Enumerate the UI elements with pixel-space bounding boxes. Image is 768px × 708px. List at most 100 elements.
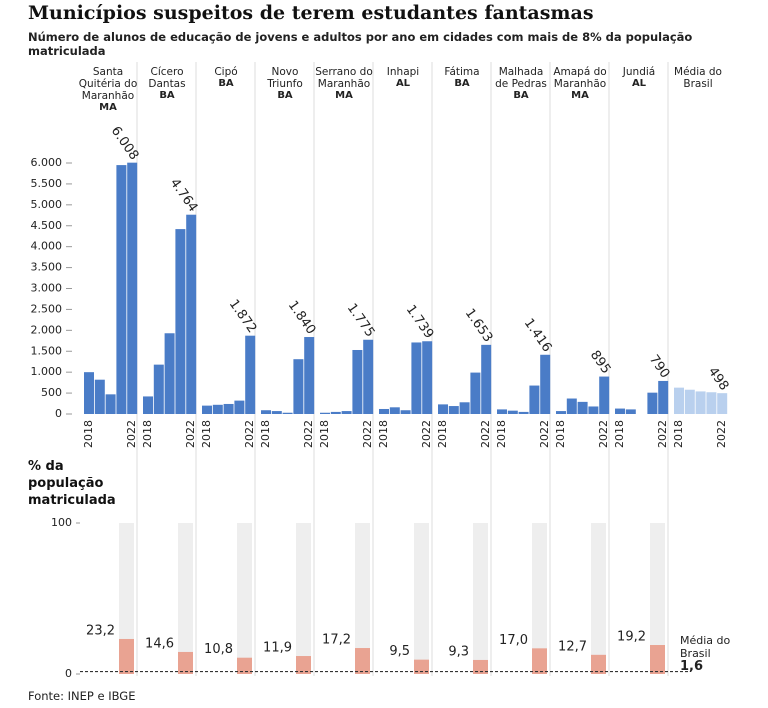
bar [518, 411, 529, 414]
y-tick-label: 100 [51, 516, 72, 529]
panel-header: Fátima BA [432, 66, 492, 90]
value-label: 11,9 [263, 641, 292, 656]
panel-header: Média do Brasil [668, 66, 728, 90]
value-label: 17,2 [322, 633, 351, 648]
value-label: 1.416 [521, 316, 555, 355]
panel-state: AL [395, 78, 411, 89]
x-tick-label: 2018 [495, 420, 508, 448]
panel-state: BA [454, 78, 470, 89]
value-label: 19,2 [617, 630, 646, 645]
y-axis-label: % da população matriculada [28, 459, 116, 508]
bar [400, 410, 411, 414]
x-tick-label: 2022 [538, 420, 551, 448]
x-tick-label: 2018 [141, 420, 154, 448]
bar [94, 379, 105, 414]
bar [355, 648, 370, 674]
panel-header: Cipó BA [196, 66, 256, 90]
panel-name: Malhada de Pedras [495, 66, 547, 90]
x-tick-label: 2018 [672, 420, 685, 448]
bar [84, 372, 94, 414]
y-tick-label: 1.000 [31, 365, 63, 378]
bar [282, 412, 293, 414]
track [355, 523, 370, 674]
x-tick-label: 2018 [200, 420, 213, 448]
bar [647, 392, 658, 414]
panel-name: Jundiá [622, 66, 656, 78]
value-label: 9,3 [448, 644, 469, 659]
panel-state: BA [513, 90, 529, 101]
y-tick-label: 6.000 [31, 156, 63, 169]
bar [261, 410, 271, 414]
y-tick-label: 2.000 [31, 323, 63, 336]
bar [293, 359, 304, 414]
track [237, 523, 252, 674]
x-tick-label: 2022 [302, 420, 315, 448]
x-tick-label: 2018 [259, 420, 272, 448]
panel-name: Novo Triunfo [267, 66, 303, 90]
x-tick-label: 2022 [420, 420, 433, 448]
y-tick-label: 1.500 [31, 344, 63, 357]
x-tick-label: 2022 [656, 420, 669, 448]
panel-state: BA [159, 90, 175, 101]
bar [529, 385, 540, 414]
track [178, 523, 193, 674]
panel-state: BA [218, 78, 234, 89]
track [296, 523, 311, 674]
x-tick-label: 2022 [361, 420, 374, 448]
bar [459, 402, 470, 414]
panel-header: Serrano do Maranhão MA [314, 66, 374, 102]
track [532, 523, 547, 674]
value-label: 17,0 [499, 633, 528, 648]
bar [717, 393, 728, 414]
panel-header: Novo Triunfo BA [255, 66, 315, 102]
y-tick-label: 0 [55, 407, 62, 420]
y-tick-label: 4.500 [31, 219, 63, 232]
bar [674, 387, 684, 414]
x-tick-label: 2018 [554, 420, 567, 448]
x-tick-label: 2018 [318, 420, 331, 448]
panel-state: AL [631, 78, 647, 89]
x-tick-label: 2018 [613, 420, 626, 448]
bar [706, 392, 717, 414]
value-label: 498 [705, 365, 732, 394]
track [414, 523, 429, 674]
x-tick-label: 2018 [82, 420, 95, 448]
x-tick-label: 2022 [715, 420, 728, 448]
bar [153, 364, 164, 414]
panel-name: Fátima [444, 66, 480, 78]
track [119, 523, 134, 674]
bar [591, 654, 606, 674]
x-tick-label: 2022 [184, 420, 197, 448]
value-label: 6.008 [108, 124, 142, 163]
panel-header: Amapá do Maranhão MA [550, 66, 610, 102]
bar [296, 656, 311, 674]
y-tick-label: 500 [41, 386, 62, 399]
bar [448, 406, 459, 414]
bar [379, 408, 389, 414]
y-tick-label: 3.500 [31, 261, 63, 274]
chart-title: Municípios suspeitos de terem estudantes… [28, 2, 594, 24]
value-label: 9,5 [389, 644, 410, 659]
x-tick-label: 2022 [597, 420, 610, 448]
bar [341, 411, 352, 414]
panel-state: MA [99, 102, 117, 113]
bar [532, 648, 547, 674]
bar [470, 372, 481, 414]
panel-name: Serrano do Maranhão [315, 66, 373, 90]
panel-header: Inhapi AL [373, 66, 433, 90]
x-tick-label: 2022 [243, 420, 256, 448]
bar [143, 396, 153, 414]
bar [237, 657, 252, 674]
bar [577, 401, 588, 414]
panel-header: Santa Quitéria do Maranhão MA [78, 66, 138, 114]
panel-state: BA [277, 90, 293, 101]
bar [186, 214, 197, 414]
x-tick-label: 2018 [377, 420, 390, 448]
reference-name: Média do Brasil [680, 634, 731, 660]
bar [245, 335, 256, 414]
panel-name: Cícero Dantas [148, 66, 186, 90]
bar [271, 411, 282, 414]
bar [223, 403, 234, 414]
bar [481, 344, 492, 414]
